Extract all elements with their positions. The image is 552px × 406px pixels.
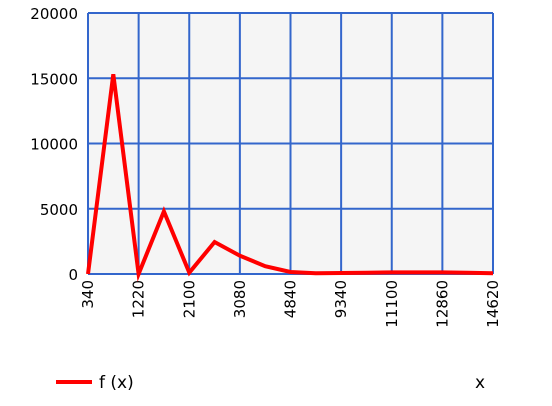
y-tick-label: 10000 <box>30 136 78 154</box>
legend: f (x) <box>56 373 134 393</box>
x-tick-label: 4840 <box>282 280 300 318</box>
x-tick-label: 2100 <box>180 280 198 318</box>
x-axis-label: x <box>475 373 485 393</box>
x-tick-label: 9340 <box>332 280 350 318</box>
x-tick-label: 14620 <box>484 280 502 328</box>
y-tick-label: 0 <box>68 266 78 284</box>
y-tick-label: 5000 <box>40 201 78 219</box>
x-tick-label: 1220 <box>130 280 148 318</box>
series-line-fx <box>86 74 494 282</box>
x-tick-label: 12860 <box>433 280 451 328</box>
legend-label: f (x) <box>99 373 134 393</box>
y-tick-label: 20000 <box>30 5 78 23</box>
grid-lines <box>87 12 494 275</box>
x-tick-label: 3080 <box>231 280 249 318</box>
y-axis-ticks: 0 5000 10000 15000 20000 <box>30 5 78 284</box>
x-axis-ticks: 340 1220 2100 3080 4840 9340 11100 12860 14620 <box>79 280 502 328</box>
x-tick-label: 11100 <box>383 280 401 328</box>
y-tick-label: 15000 <box>30 70 78 88</box>
x-tick-label: 340 <box>79 280 97 309</box>
